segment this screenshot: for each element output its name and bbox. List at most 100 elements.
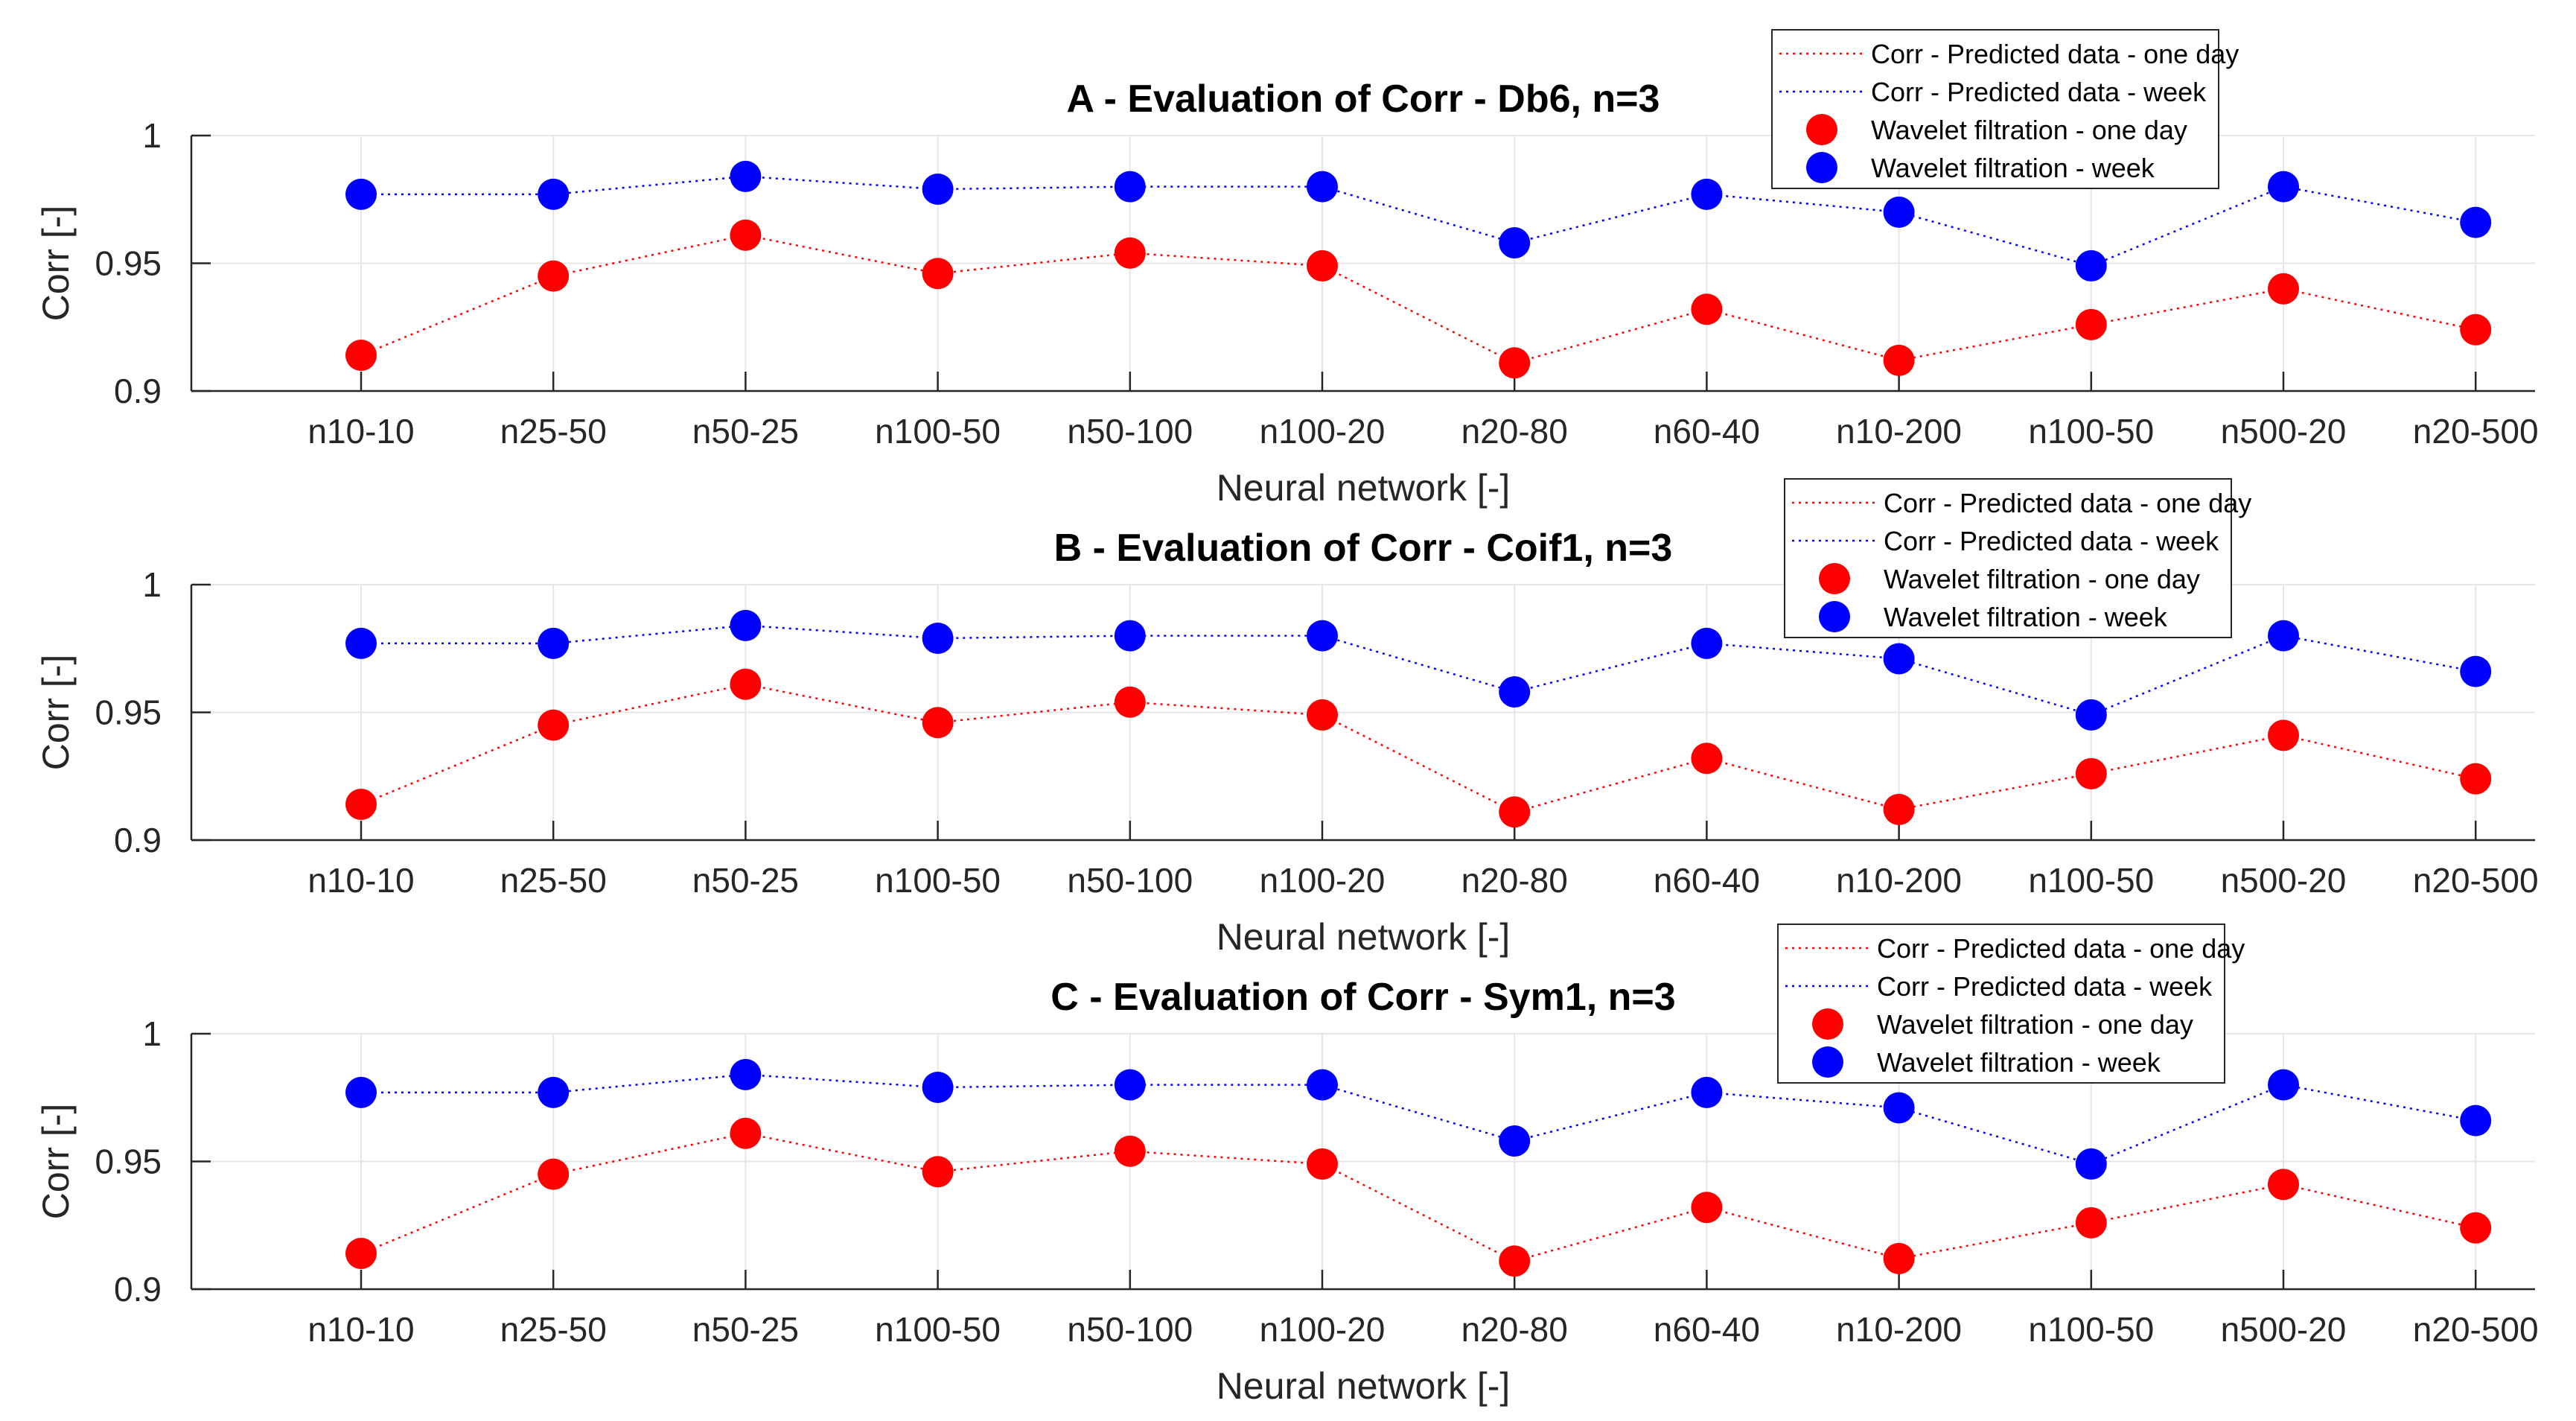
- x-tick-label: n100-20: [1260, 1310, 1386, 1349]
- x-axis-label: Neural network [-]: [1217, 467, 1511, 509]
- y-tick-label: 0.95: [95, 1142, 162, 1181]
- x-tick-label: n10-200: [1836, 861, 1962, 900]
- data-point-one-day: [730, 1117, 762, 1149]
- series-line-one-day: [360, 234, 2476, 364]
- y-tick-label: 0.9: [114, 372, 162, 410]
- data-point-one-day: [345, 788, 377, 820]
- data-point-one-day: [345, 339, 377, 371]
- x-tick-label: n100-50: [2028, 412, 2154, 451]
- data-point-week: [1499, 676, 1531, 708]
- x-tick-label: n500-20: [2221, 861, 2347, 900]
- x-tick-label: n50-100: [1067, 861, 1193, 900]
- x-tick-label: n100-20: [1260, 412, 1386, 451]
- x-tick-label: n500-20: [2221, 412, 2347, 451]
- legend-label: Wavelet filtration - one day: [1871, 115, 2187, 145]
- x-tick-label: n10-200: [1836, 412, 1962, 451]
- x-tick-label: n20-80: [1461, 1310, 1568, 1349]
- legend-label: Wavelet filtration - week: [1884, 602, 2168, 632]
- x-tick-label: n100-20: [1260, 861, 1386, 900]
- series-line-one-day: [360, 1132, 2476, 1262]
- legend-label: Wavelet filtration - week: [1871, 153, 2155, 183]
- data-point-one-day: [1307, 1148, 1338, 1180]
- data-point-week: [1114, 1069, 1146, 1101]
- x-tick-label: n60-40: [1654, 861, 1760, 900]
- data-point-week: [2268, 620, 2299, 652]
- x-tick-label: n10-200: [1836, 1310, 1962, 1349]
- series-line-week: [361, 1073, 2476, 1166]
- legend-label: Corr - Predicted data - week: [1877, 971, 2213, 1002]
- y-axis-label: Corr [-]: [35, 1104, 77, 1220]
- x-tick-label: n25-50: [500, 1310, 607, 1349]
- data-point-week: [2075, 1148, 2107, 1180]
- data-point-week: [1499, 1125, 1531, 1157]
- data-point-one-day: [1114, 237, 1146, 269]
- y-axis-label: Corr [-]: [35, 655, 77, 771]
- legend-label: Corr - Predicted data - one day: [1871, 39, 2239, 69]
- data-point-week: [1883, 1092, 1915, 1124]
- legend-marker-symbol: [1812, 1046, 1843, 1078]
- legend-label: Wavelet filtration - week: [1877, 1047, 2161, 1078]
- x-tick-label: n100-50: [875, 1310, 1001, 1349]
- chart-panel-a: 0.9 0.95 1 n10-10 n25-50 n50-25 n100-50 n50-100…: [35, 29, 2539, 509]
- data-point-week: [2268, 171, 2299, 203]
- data-point-week: [1307, 1069, 1338, 1101]
- x-tick-label: n10-10: [307, 1310, 414, 1349]
- data-point-one-day: [2460, 763, 2492, 795]
- data-point-week: [2460, 1104, 2492, 1137]
- legend-marker-symbol: [1812, 1008, 1843, 1040]
- legend-box: [1777, 924, 2225, 1084]
- x-tick-label: n500-20: [2221, 1310, 2347, 1349]
- data-point-week: [730, 1058, 762, 1090]
- data-point-one-day: [1114, 686, 1146, 718]
- chart-title: B - Evaluation of Corr - Coif1, n=3: [1054, 527, 1673, 570]
- data-point-one-day: [2268, 719, 2299, 751]
- data-point-week: [345, 178, 377, 210]
- data-point-one-day: [1691, 293, 1723, 325]
- data-point-one-day: [1883, 1242, 1915, 1274]
- data-point-one-day: [1307, 249, 1338, 282]
- data-point-week: [1114, 171, 1146, 203]
- y-tick-label: 1: [142, 1014, 162, 1053]
- legend-box: [1771, 29, 2219, 189]
- x-tick-label: n60-40: [1654, 412, 1760, 451]
- x-tick-label: n50-25: [692, 412, 799, 451]
- data-point-one-day: [1499, 347, 1531, 379]
- data-point-week: [1883, 643, 1915, 675]
- x-tick-label: n100-50: [875, 861, 1001, 900]
- data-point-week: [1114, 620, 1146, 652]
- data-point-week: [1499, 227, 1531, 259]
- data-point-one-day: [922, 707, 954, 739]
- chart-title: A - Evaluation of Corr - Db6, n=3: [1067, 77, 1660, 121]
- data-point-week: [1691, 1076, 1723, 1108]
- x-tick-label: n100-50: [875, 412, 1001, 451]
- x-axis-label: Neural network [-]: [1217, 1365, 1511, 1407]
- legend: Corr - Predicted data - one day Corr - Pr…: [1771, 29, 2239, 189]
- x-tick-label: n50-100: [1067, 1310, 1193, 1349]
- data-point-one-day: [2075, 757, 2107, 789]
- y-tick-label: 0.95: [95, 693, 162, 732]
- data-point-week: [2075, 249, 2107, 282]
- data-point-week: [2268, 1069, 2299, 1101]
- data-point-one-day: [730, 668, 762, 700]
- data-point-one-day: [2075, 1207, 2107, 1239]
- data-point-one-day: [1499, 1245, 1531, 1277]
- data-point-one-day: [2268, 1169, 2299, 1201]
- data-point-one-day: [345, 1237, 377, 1269]
- data-point-one-day: [922, 1156, 954, 1188]
- x-tick-label: n20-500: [2413, 861, 2539, 900]
- data-point-week: [1307, 620, 1338, 652]
- data-point-week: [922, 174, 954, 206]
- x-tick-label: n20-500: [2413, 412, 2539, 451]
- data-point-one-day: [1691, 1192, 1723, 1224]
- legend-label: Corr - Predicted data - week: [1871, 77, 2207, 107]
- data-point-week: [922, 1072, 954, 1104]
- data-point-one-day: [538, 1158, 570, 1190]
- data-point-one-day: [538, 260, 570, 292]
- x-tick-label: n20-80: [1461, 861, 1568, 900]
- x-tick-label: n50-25: [692, 861, 799, 900]
- legend-label: Wavelet filtration - one day: [1877, 1009, 2193, 1040]
- data-point-week: [345, 627, 377, 659]
- x-tick-label: n25-50: [500, 861, 607, 900]
- chart-panel-b: 0.9 0.95 1 n10-10 n25-50 n50-25 n100-50 n50-100…: [35, 478, 2539, 958]
